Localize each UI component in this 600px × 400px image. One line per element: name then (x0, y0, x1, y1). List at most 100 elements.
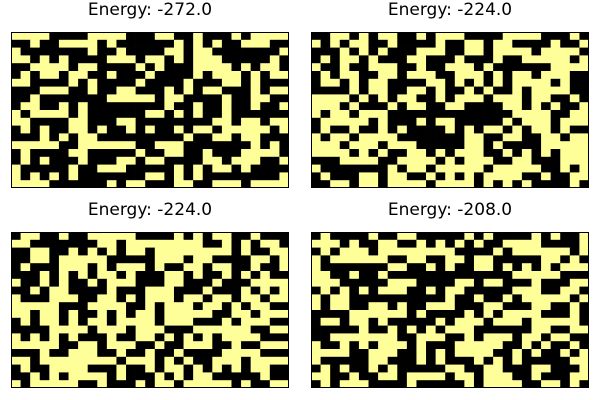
heatmap-cell (483, 247, 494, 256)
heatmap-cell (116, 317, 127, 326)
heatmap-cell (126, 333, 136, 342)
heatmap-cell (358, 310, 369, 319)
heatmap-cell (145, 156, 156, 165)
heatmap-cell (311, 317, 321, 326)
heatmap-cell (231, 110, 242, 119)
heatmap-cell (502, 102, 513, 111)
heatmap-cell (512, 333, 523, 342)
heatmap-cell (241, 278, 252, 287)
heatmap-cell (378, 333, 389, 342)
heatmap-cell (502, 78, 513, 87)
heatmap-cell (202, 164, 213, 173)
heatmap-cell (426, 164, 436, 173)
heatmap-cell (378, 380, 389, 388)
heatmap-cell (68, 71, 79, 80)
heatmap-cell (579, 294, 589, 303)
heatmap-cell (550, 164, 561, 173)
heatmap-cell (502, 286, 513, 295)
heatmap-cell (279, 133, 289, 142)
heatmap-cell (11, 110, 21, 119)
panel-title: Energy: -224.0 (87, 200, 213, 220)
heatmap-cell (106, 55, 117, 64)
heatmap-cell (58, 47, 69, 56)
heatmap-cell (164, 341, 175, 350)
heatmap-cell (512, 180, 523, 188)
heatmap-cell (49, 78, 60, 87)
heatmap-cell (320, 294, 331, 303)
heatmap-cell (260, 356, 271, 365)
heatmap-cell (579, 263, 589, 272)
heatmap-cell (502, 333, 513, 342)
heatmap-cell (30, 349, 41, 358)
heatmap-cell (397, 364, 408, 373)
heatmap-cell (212, 364, 223, 373)
heatmap-cell (349, 356, 360, 365)
heatmap-cell (378, 247, 389, 256)
heatmap-cell (531, 164, 542, 173)
heatmap-cell (349, 133, 360, 142)
heatmap-cell (87, 247, 98, 256)
heatmap-cell (183, 180, 194, 188)
heatmap-cell (241, 102, 252, 111)
heatmap-cell (320, 310, 331, 319)
heatmap-cell (212, 133, 223, 142)
heatmap-cell (87, 310, 98, 319)
heatmap-cell (406, 239, 417, 248)
heatmap-cell (454, 310, 465, 319)
heatmap-cell (569, 286, 580, 295)
heatmap-cell (11, 380, 21, 388)
heatmap-cell (406, 372, 417, 381)
heatmap-cell (58, 341, 69, 350)
heatmap-cell (339, 356, 350, 365)
heatmap-cell (502, 302, 513, 311)
heatmap-cell (397, 325, 408, 334)
heatmap-cell (531, 117, 542, 126)
heatmap-cell (473, 117, 484, 126)
heatmap-cell (164, 117, 175, 126)
heatmap-cell (260, 125, 271, 134)
heatmap-cell (397, 333, 408, 342)
heatmap-cell (193, 278, 204, 287)
heatmap-cell (260, 317, 271, 326)
heatmap-cell (231, 247, 242, 256)
heatmap-cell (387, 239, 398, 248)
heatmap-cell (320, 117, 331, 126)
heatmap-cell (126, 380, 136, 388)
heatmap-cell (116, 55, 127, 64)
heatmap-cell (397, 278, 408, 287)
heatmap-cell (541, 110, 552, 119)
heatmap-cell (68, 156, 79, 165)
heatmap-cell (445, 55, 456, 64)
heatmap-cell (145, 125, 156, 134)
heatmap-cell (579, 172, 589, 181)
heatmap-cell (560, 232, 571, 241)
heatmap-cell (531, 71, 542, 80)
heatmap-cell (579, 247, 589, 256)
heatmap-cell (260, 180, 271, 188)
heatmap-cell (445, 78, 456, 87)
heatmap-cell (483, 263, 494, 272)
heatmap-cell (20, 156, 31, 165)
heatmap-cell (416, 310, 427, 319)
heatmap-cell (68, 133, 79, 142)
heatmap-cell (560, 239, 571, 248)
heatmap-cell (426, 63, 436, 72)
heatmap-cell (193, 333, 204, 342)
heatmap-cell (221, 263, 232, 272)
heatmap-cell (30, 55, 41, 64)
heatmap-cell (330, 372, 341, 381)
heatmap-cell (30, 325, 41, 334)
heatmap-cell (550, 117, 561, 126)
heatmap-cell (521, 247, 532, 256)
heatmap-cell (164, 278, 175, 287)
heatmap-cell (97, 286, 108, 295)
heatmap-cell (512, 133, 523, 142)
heatmap-cell (435, 364, 446, 373)
heatmap-cell (387, 149, 398, 158)
heatmap-cell (311, 372, 321, 381)
heatmap-cell (560, 247, 571, 256)
heatmap-cell (426, 39, 436, 48)
heatmap-cell (269, 294, 280, 303)
heatmap-cell (339, 317, 350, 326)
heatmap-cell (241, 310, 252, 319)
